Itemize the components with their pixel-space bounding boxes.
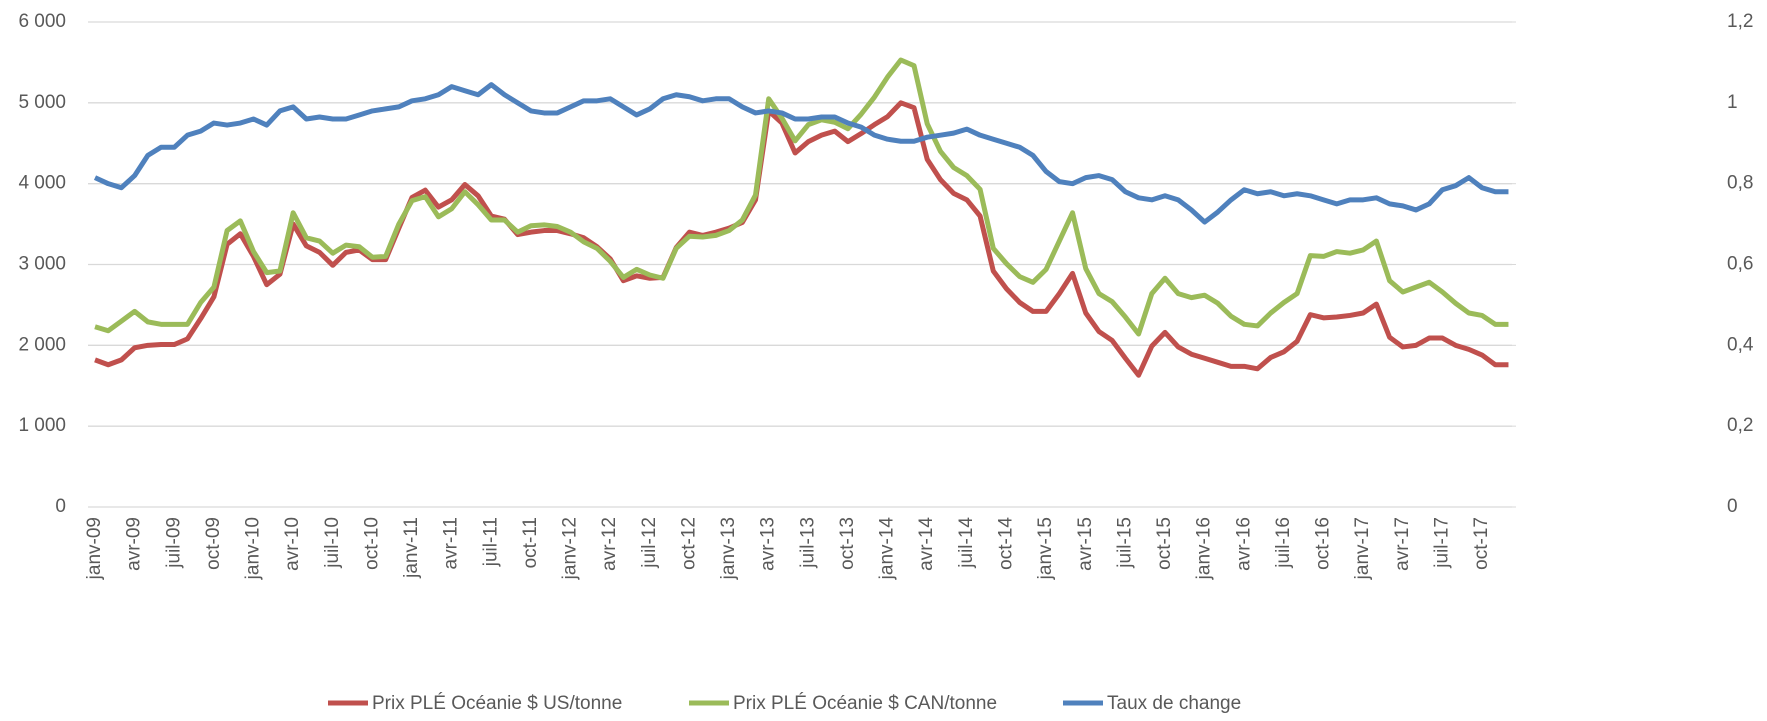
- x-tick-label: juil-17: [1431, 517, 1452, 569]
- y-tick-label: 4 000: [18, 173, 66, 194]
- x-tick-label: janv-17: [1352, 517, 1373, 580]
- y-tick-label: 6 000: [18, 11, 66, 32]
- x-tick-label: oct-15: [1154, 517, 1175, 570]
- x-tick-label: avr-15: [1075, 517, 1096, 571]
- y2-tick-label: 0,6: [1727, 254, 1753, 275]
- x-tick-label: janv-14: [877, 517, 898, 581]
- x-tick-label: juil-15: [1114, 517, 1135, 569]
- x-tick-label: juil-09: [163, 517, 184, 569]
- x-tick-label: juil-13: [797, 517, 818, 569]
- x-tick-label: juil-10: [322, 517, 343, 569]
- legend-label: Prix PLÉ Océanie $ US/tonne: [372, 693, 622, 714]
- x-tick-label: avr-13: [758, 517, 779, 571]
- x-tick-label: avr-12: [599, 517, 620, 571]
- x-tick-label: oct-12: [678, 517, 699, 570]
- line-series: [93, 82, 1509, 225]
- y-tick-label: 5 000: [18, 92, 66, 113]
- y-tick-label: 2 000: [18, 334, 66, 355]
- x-tick-label: juil-12: [639, 517, 660, 569]
- x-tick-label: oct-16: [1313, 517, 1334, 570]
- x-tick-label: oct-14: [996, 517, 1017, 570]
- y2-tick-label: 0,2: [1727, 415, 1753, 436]
- x-tick-label: janv-09: [84, 517, 105, 580]
- x-tick-label: janv-15: [1035, 517, 1056, 580]
- y2-tick-label: 1: [1727, 92, 1738, 113]
- x-tick-label: avr-09: [124, 517, 145, 571]
- x-tick-label: oct-09: [203, 517, 224, 570]
- x-tick-label: oct-11: [520, 517, 541, 568]
- legend-label: Taux de change: [1107, 693, 1241, 714]
- line-series: [94, 57, 1509, 337]
- y2-tick-label: 0: [1727, 496, 1738, 517]
- x-tick-label: oct-10: [361, 517, 382, 570]
- x-tick-label: juil-11: [480, 517, 501, 567]
- x-tick-label: avr-11: [441, 517, 462, 569]
- legend-label: Prix PLÉ Océanie $ CAN/tonne: [733, 693, 997, 714]
- x-tick-label: oct-17: [1471, 517, 1492, 570]
- x-tick-label: juil-14: [956, 517, 977, 569]
- x-tick-label: avr-17: [1392, 517, 1413, 571]
- x-tick-label: juil-16: [1273, 517, 1294, 569]
- x-tick-label: avr-10: [282, 517, 303, 571]
- x-tick-label: oct-13: [837, 517, 858, 570]
- x-tick-label: janv-16: [1194, 517, 1215, 580]
- y2-tick-label: 0,4: [1727, 334, 1754, 355]
- y2-tick-label: 1,2: [1727, 11, 1753, 32]
- line-series: [94, 100, 1509, 378]
- y2-tick-label: 0,8: [1727, 173, 1753, 194]
- x-tick-label: janv-11: [401, 517, 422, 579]
- y-tick-label: 0: [55, 496, 66, 517]
- x-tick-label: janv-12: [560, 517, 581, 580]
- y-tick-label: 1 000: [18, 415, 66, 436]
- y-tick-label: 3 000: [18, 254, 66, 275]
- x-tick-label: janv-13: [718, 517, 739, 580]
- x-tick-label: avr-14: [916, 517, 937, 571]
- x-tick-label: janv-10: [243, 517, 264, 580]
- x-tick-label: avr-16: [1233, 517, 1254, 571]
